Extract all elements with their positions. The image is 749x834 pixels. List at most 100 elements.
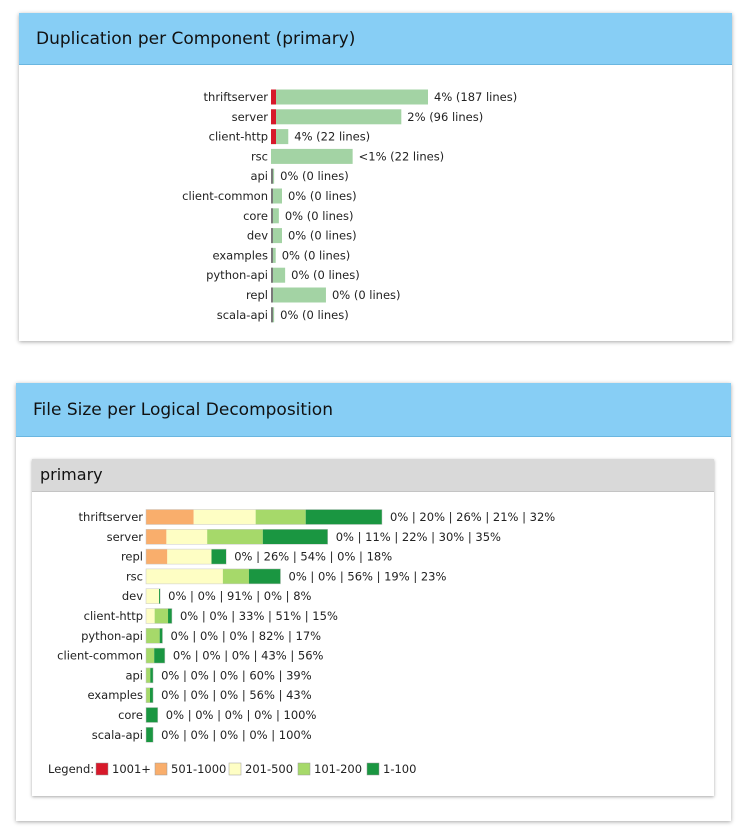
legend-swatch-101-200 <box>297 762 311 776</box>
segment-1-100-rsc <box>248 568 281 584</box>
legend-swatch-1001- <box>95 762 109 776</box>
legend-entry-1-100: 1-100 <box>383 762 416 776</box>
value-label-scala-api: 0% (0 lines) <box>280 308 349 322</box>
legend-label: Legend: <box>48 762 94 776</box>
segment-201-500-repl <box>167 549 212 565</box>
bar-outline-core <box>145 707 159 723</box>
duplication-bar-thriftserver <box>271 89 276 105</box>
duplication-bar-dev <box>271 228 273 244</box>
category-label-python-api: python-api <box>206 268 268 282</box>
value-label-examples: 0% | 0% | 0% | 56% | 43% <box>161 688 312 702</box>
value-label-core: 0% (0 lines) <box>285 209 354 223</box>
category-label-core: core <box>118 708 143 722</box>
value-label-client-http: 4% (22 lines) <box>294 130 370 144</box>
value-label-server: 2% (96 lines) <box>407 110 483 124</box>
value-label-rsc: <1% (22 lines) <box>359 149 445 163</box>
segment-201-500-thriftserver <box>193 509 256 525</box>
category-label-api: api <box>125 668 143 682</box>
value-label-rsc: 0% | 0% | 56% | 19% | 23% <box>289 569 447 583</box>
value-label-client-common: 0% (0 lines) <box>288 189 357 203</box>
category-label-thriftserver: thriftserver <box>79 510 144 524</box>
segment-101-200-thriftserver <box>255 509 306 525</box>
legend-swatch-201-500 <box>228 762 242 776</box>
segment-1-100-examples <box>150 687 154 703</box>
segment-1-100-scala-api <box>146 727 154 743</box>
value-label-api: 0% (0 lines) <box>280 169 349 183</box>
bar-outline-python-api <box>145 628 163 644</box>
value-label-thriftserver: 4% (187 lines) <box>434 90 517 104</box>
category-label-examples: examples <box>213 248 269 262</box>
category-label-client-http: client-http <box>209 130 268 144</box>
segment-201-500-dev <box>146 588 160 604</box>
size-bar-client-common <box>271 188 282 204</box>
segment-1-100-server <box>262 529 328 545</box>
duplication-bar-core <box>271 208 273 224</box>
value-label-dev: 0% (0 lines) <box>288 229 357 243</box>
file-size-card: File Size per Logical Decomposition prim… <box>16 383 731 821</box>
segment-101-200-api <box>146 667 151 683</box>
segment-501-1000-server <box>146 529 167 545</box>
size-bar-server <box>271 109 402 125</box>
value-label-server: 0% | 11% | 22% | 30% | 35% <box>336 530 501 544</box>
segment-1-100-api <box>150 667 154 683</box>
segment-1-100-client-http <box>168 608 172 624</box>
segment-101-200-client-http <box>154 608 169 624</box>
value-label-repl: 0% | 26% | 54% | 0% | 18% <box>234 550 392 564</box>
value-label-python-api: 0% (0 lines) <box>291 268 360 282</box>
value-label-dev: 0% | 0% | 91% | 0% | 8% <box>168 589 311 603</box>
legend-swatch-501-1000 <box>154 762 168 776</box>
duplication-card-header: Duplication per Component (primary) <box>19 13 732 65</box>
segment-201-500-rsc <box>146 568 223 584</box>
legend-entry-201-500: 201-500 <box>245 762 293 776</box>
size-bar-rsc <box>271 148 353 164</box>
primary-panel-header: primary <box>32 459 714 492</box>
segment-1-100-thriftserver <box>305 509 382 525</box>
category-label-client-common: client-common <box>182 189 268 203</box>
file-size-chart-svg: thriftserver 0% | 20% | 26% | 21% | 32% se… <box>48 509 555 776</box>
category-label-rsc: rsc <box>251 149 268 163</box>
segment-201-500-client-http <box>146 608 155 624</box>
segment-1-100-dev <box>159 588 161 604</box>
category-label-repl: repl <box>246 288 268 302</box>
segment-1-100-core <box>146 707 158 723</box>
segment-1-100-python-api <box>159 628 163 644</box>
category-label-repl: repl <box>121 550 143 564</box>
category-label-dev: dev <box>122 589 143 603</box>
value-label-client-common: 0% | 0% | 0% | 43% | 56% <box>173 649 324 663</box>
segment-101-200-rsc <box>222 568 249 584</box>
category-label-scala-api: scala-api <box>92 728 143 742</box>
duplication-bar-scala-api <box>271 307 273 323</box>
size-bar-dev <box>271 228 282 244</box>
category-label-api: api <box>250 169 268 183</box>
category-label-client-http: client-http <box>84 609 143 623</box>
file-size-card-header: File Size per Logical Decomposition <box>16 383 731 437</box>
duplication-chart: thriftserver 4% (187 lines) server 2% (96 l… <box>19 13 732 341</box>
duplication-bar-python-api <box>271 267 273 283</box>
segment-101-200-examples <box>146 687 151 703</box>
segment-501-1000-thriftserver <box>146 509 194 525</box>
duplication-card-title: Duplication per Component (primary) <box>36 29 356 49</box>
segment-101-200-server <box>207 529 263 545</box>
category-label-dev: dev <box>247 229 268 243</box>
category-label-client-common: client-common <box>57 649 143 663</box>
bar-outline-repl <box>145 548 227 565</box>
value-label-core: 0% | 0% | 0% | 0% | 100% <box>166 708 317 722</box>
duplication-bar-api <box>271 168 273 184</box>
bar-outline-dev <box>145 588 161 604</box>
size-bar-repl <box>271 287 326 303</box>
bar-outline-api <box>145 667 154 684</box>
duplication-bar-examples <box>271 247 273 263</box>
bar-outline-rsc <box>145 568 281 585</box>
bar-outline-thriftserver <box>145 509 383 525</box>
bar-outline-scala-api <box>145 727 154 743</box>
segment-501-1000-repl <box>146 549 168 565</box>
bar-outline-client-common <box>145 647 166 664</box>
category-label-examples: examples <box>88 688 144 702</box>
size-bar-core <box>271 208 279 224</box>
value-label-scala-api: 0% | 0% | 0% | 0% | 100% <box>161 728 312 742</box>
value-label-examples: 0% (0 lines) <box>282 248 351 262</box>
category-label-thriftserver: thriftserver <box>204 90 269 104</box>
category-label-python-api: python-api <box>81 629 143 643</box>
category-label-scala-api: scala-api <box>217 308 268 322</box>
duplication-bar-server <box>271 109 276 125</box>
